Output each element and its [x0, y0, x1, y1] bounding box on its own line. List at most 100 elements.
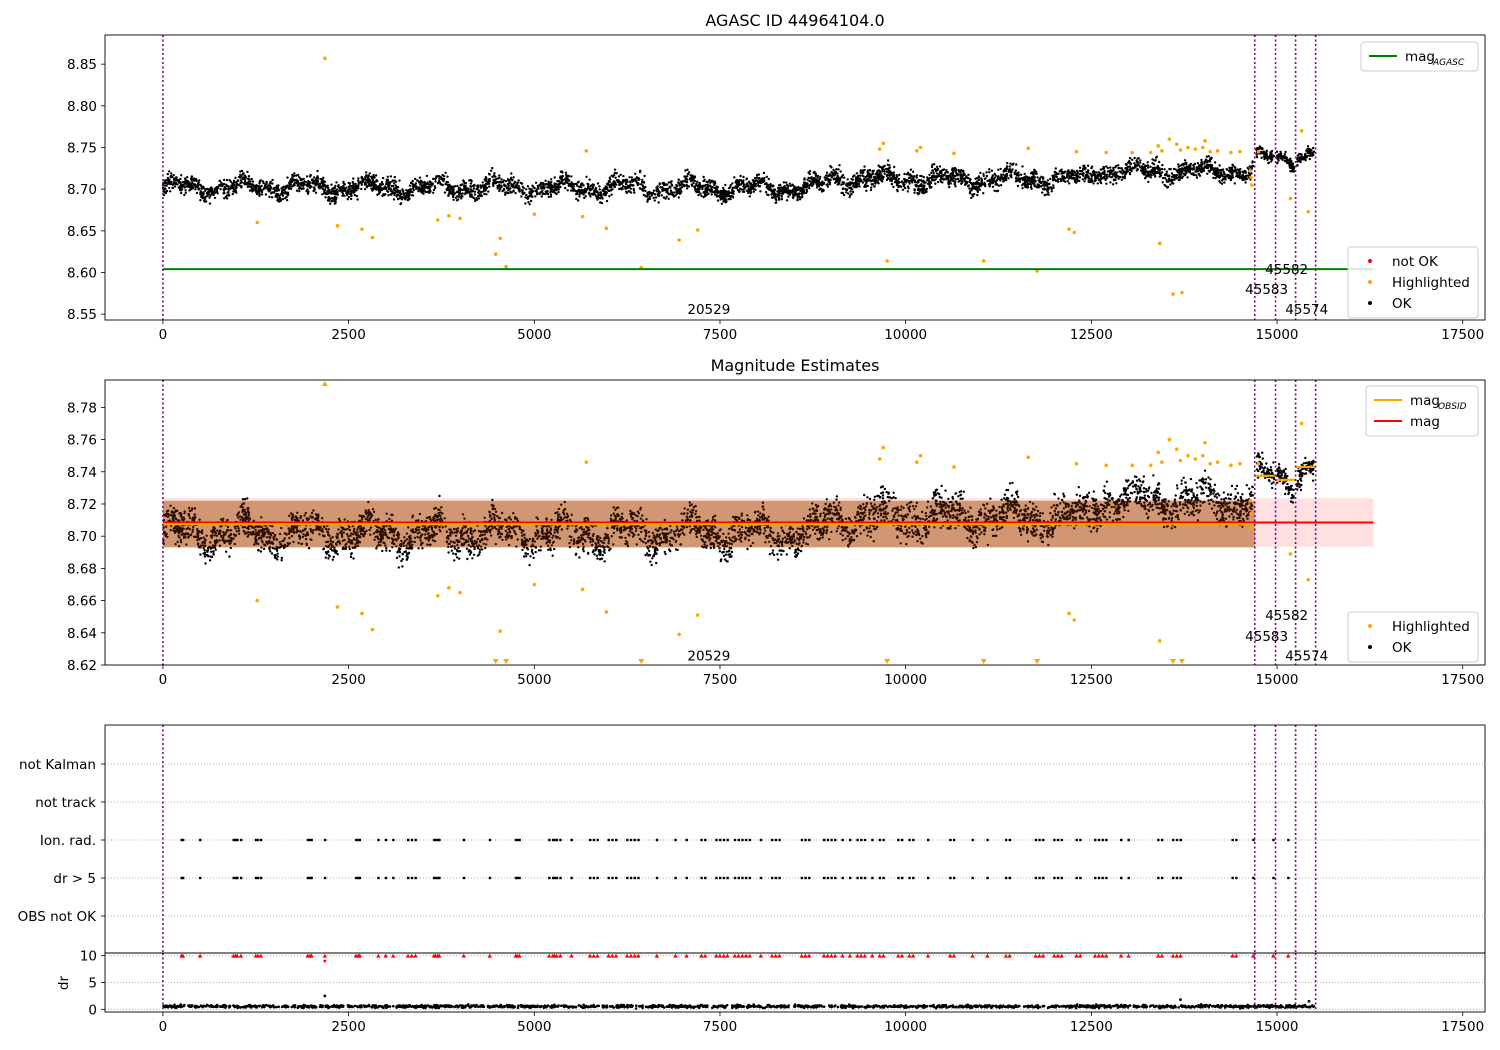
highlighted-point [335, 224, 340, 228]
ok-point [1289, 157, 1292, 160]
ok-point [731, 191, 735, 195]
ok-point [222, 189, 226, 192]
ok-point [894, 176, 897, 180]
ok-point [342, 180, 345, 184]
ok-point [845, 191, 848, 194]
ok-point [830, 171, 834, 174]
ok-point [873, 177, 877, 180]
ok-point [531, 195, 534, 198]
ok-point [678, 184, 681, 187]
legend-label: OK [1392, 296, 1413, 312]
ok-point [598, 185, 601, 188]
ok-point [343, 183, 346, 186]
ok-point [456, 190, 460, 194]
ok-point [624, 187, 627, 190]
ok-point [876, 174, 879, 177]
ok-point [501, 180, 505, 184]
ok-point [1198, 174, 1202, 177]
ok-point [438, 177, 441, 180]
ok-point [629, 180, 632, 184]
ok-point [1195, 170, 1198, 173]
ok-point [331, 188, 334, 191]
ok-point [184, 189, 187, 192]
ok-point [870, 186, 873, 189]
ok-point [562, 182, 565, 185]
ok-point [889, 170, 892, 174]
x-tick-label: 0 [159, 327, 168, 343]
ok-point [323, 184, 326, 187]
ok-point [490, 169, 493, 172]
ok-point [306, 188, 309, 191]
ok-point [416, 179, 419, 182]
ok-point [275, 192, 278, 196]
ok-point [1101, 172, 1105, 175]
ok-point [704, 194, 707, 198]
ok-point [617, 175, 621, 178]
ok-point [622, 179, 625, 183]
ok-point [336, 193, 339, 196]
ok-point [360, 182, 363, 185]
ok-point [274, 189, 278, 193]
ok-point [1230, 176, 1233, 180]
ok-point [1002, 173, 1005, 176]
ok-point [442, 179, 445, 183]
highlighted-point [1104, 150, 1109, 155]
ok-point [848, 186, 851, 190]
ok-point [692, 182, 695, 185]
ok-point [512, 190, 515, 193]
ok-point [291, 176, 294, 179]
ok-point [460, 183, 463, 187]
ok-point [333, 202, 337, 205]
ok-point [597, 193, 600, 197]
ok-point [666, 187, 670, 190]
ok-point [1261, 147, 1264, 151]
ok-point [716, 199, 720, 202]
ok-point [936, 180, 940, 184]
ok-point [1110, 176, 1113, 179]
highlighted-point [584, 149, 589, 153]
ok-point [538, 192, 541, 195]
ok-point [1149, 165, 1152, 168]
ok-point [564, 171, 568, 174]
ok-point [962, 173, 966, 177]
ok-point [1090, 177, 1093, 180]
ok-point [312, 182, 315, 185]
ok-point [1292, 167, 1296, 170]
ok-point [977, 182, 980, 186]
ok-point [585, 175, 588, 178]
ok-point [1032, 176, 1035, 180]
ok-point [343, 194, 346, 197]
ok-point [1170, 175, 1174, 179]
ok-point [1279, 157, 1283, 160]
ok-point [163, 184, 167, 187]
ok-point [767, 193, 770, 197]
ok-point [613, 168, 617, 171]
ok-point [517, 179, 520, 182]
ok-point [1000, 173, 1003, 176]
ok-point [660, 194, 663, 197]
ok-point [1296, 154, 1300, 157]
highlighted-point [1288, 196, 1293, 201]
ok-point [561, 174, 564, 178]
ok-point [1312, 153, 1315, 157]
ok-point [915, 184, 918, 188]
ok-point [915, 176, 918, 179]
ok-point [183, 185, 186, 188]
ok-point [969, 190, 972, 193]
ok-point [770, 196, 774, 199]
ok-point [1109, 181, 1112, 184]
ok-point [625, 183, 628, 186]
ok-point [1160, 171, 1164, 174]
ok-point [1163, 168, 1166, 171]
ok-point [291, 185, 294, 188]
ok-point [1304, 152, 1307, 156]
ok-point [568, 183, 571, 186]
ok-point [386, 178, 390, 182]
ok-point [917, 185, 920, 188]
ok-point [305, 175, 309, 178]
ok-point [814, 178, 817, 182]
ok-point [1200, 165, 1203, 168]
ok-point [277, 193, 280, 196]
ok-point [244, 174, 247, 178]
ok-point [1233, 182, 1237, 185]
